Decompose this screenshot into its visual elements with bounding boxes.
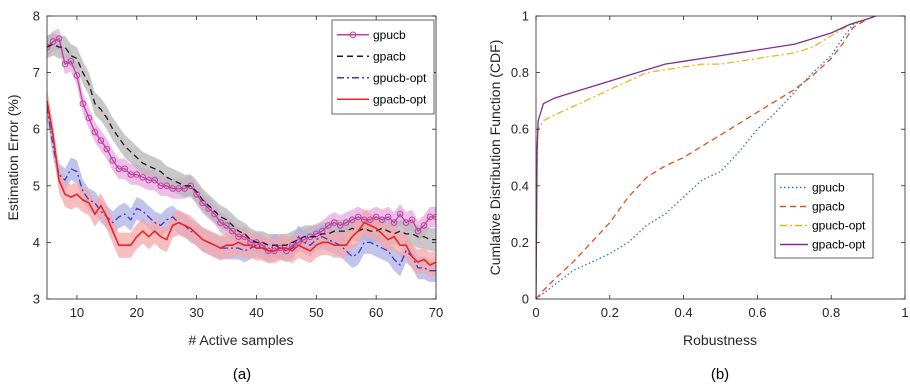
data-point-gpucb bbox=[366, 216, 374, 224]
data-point-gpucb bbox=[372, 213, 380, 221]
data-point-gpucb bbox=[97, 137, 105, 144]
x-tick-label: 1 bbox=[901, 305, 908, 320]
legend-label-gpucb: gpucb bbox=[373, 28, 406, 42]
data-point-gpucb bbox=[432, 213, 436, 221]
series-line-gpucb bbox=[536, 16, 876, 299]
x-tick-label: 0 bbox=[532, 305, 539, 320]
legend-box bbox=[331, 19, 435, 115]
series-line-gpucb-opt bbox=[47, 106, 436, 272]
series-line-gpacb-opt bbox=[536, 16, 876, 299]
data-point-gpucb bbox=[348, 216, 356, 224]
legend-label-gpucb-opt: gpucb-opt bbox=[812, 219, 866, 233]
y-axis-label: Estimation Error (%) bbox=[5, 94, 21, 220]
legend-label-gpucb-opt: gpucb-opt bbox=[373, 71, 427, 85]
series-line-gpacb-opt bbox=[47, 100, 436, 266]
series-line-gpacb bbox=[536, 16, 876, 299]
y-tick-label: 8 bbox=[33, 9, 40, 24]
data-point-gpucb bbox=[55, 35, 63, 42]
y-tick-label: 1 bbox=[522, 9, 529, 24]
legend-label-gpucb: gpucb bbox=[812, 181, 845, 195]
data-point-gpucb bbox=[354, 213, 362, 221]
x-axis-label: Robustness bbox=[683, 332, 757, 348]
confidence-band-gpacb-opt bbox=[47, 88, 436, 278]
axes-box bbox=[535, 15, 906, 300]
data-point-gpucb bbox=[384, 213, 392, 221]
legend: gpucb gpacb gpucb-opt gpacb-opt bbox=[331, 19, 435, 115]
chart-a: 10 20 30 40 50 60 70 3 4 5 6 7 8 # Active samples Esti… bbox=[5, 9, 443, 384]
data-point-gpucb bbox=[109, 157, 117, 164]
data-point-gpucb bbox=[336, 222, 344, 229]
x-tick-label: 0.8 bbox=[822, 305, 840, 320]
y-tick-label: 7 bbox=[33, 65, 40, 80]
x-axis-label: # Active samples bbox=[188, 332, 293, 348]
data-point-gpucb bbox=[223, 222, 230, 229]
x-tick-label: 0.2 bbox=[601, 305, 619, 320]
series-line-gpacb bbox=[47, 43, 436, 246]
x-tick-label: 70 bbox=[429, 305, 443, 320]
data-point-gpucb bbox=[342, 219, 350, 226]
legend: gpucb gpacb gpucb-opt gpacb-opt bbox=[774, 173, 874, 259]
data-point-gpucb bbox=[253, 239, 260, 246]
data-point-gpucb bbox=[133, 171, 141, 178]
legend-label-gpacb: gpacb bbox=[812, 200, 845, 214]
y-tick-label: 0.2 bbox=[511, 235, 529, 250]
y-axis-label: Cumlative Distribution Function (CDF) bbox=[487, 40, 503, 276]
x-tick-label: 60 bbox=[369, 305, 383, 320]
y-tick-label: 0.8 bbox=[511, 65, 529, 80]
data-point-gpucb bbox=[73, 72, 81, 79]
data-point-gpucb bbox=[103, 145, 111, 153]
x-tick-label: 20 bbox=[130, 305, 144, 320]
data-point-gpucb bbox=[79, 100, 87, 107]
x-tick-label: 0.4 bbox=[675, 305, 693, 320]
y-tick-label: 0.4 bbox=[511, 178, 529, 193]
data-point-gpucb bbox=[229, 227, 236, 235]
data-point-gpucb bbox=[61, 60, 69, 68]
data-point-gpucb bbox=[396, 210, 404, 218]
y-tick-label: 0.6 bbox=[511, 122, 529, 137]
data-point-gpucb bbox=[163, 182, 170, 190]
data-layer bbox=[47, 28, 436, 282]
legend-label-gpacb-opt: gpacb-opt bbox=[373, 92, 427, 106]
x-tick-label: 30 bbox=[189, 305, 203, 320]
data-point-gpucb bbox=[408, 216, 416, 224]
data-point-gpucb bbox=[217, 219, 224, 226]
x-tick-label: 0.6 bbox=[748, 305, 766, 320]
legend-label-gpacb-opt: gpacb-opt bbox=[812, 238, 866, 252]
data-point-gpucb bbox=[139, 174, 147, 181]
data-point-gpucb bbox=[402, 219, 410, 226]
data-point-gpucb bbox=[85, 114, 93, 122]
data-point-gpucb bbox=[151, 176, 158, 184]
data-point-gpucb bbox=[420, 222, 428, 229]
data-point-gpucb bbox=[390, 219, 398, 226]
data-point-gpucb bbox=[49, 38, 57, 45]
x-tick-label: 10 bbox=[70, 305, 84, 320]
y-tick-label: 6 bbox=[33, 122, 40, 137]
series-line-gpucb-opt bbox=[536, 16, 876, 299]
chart-b: 0 0.2 0.4 0.6 0.8 1 0 0.2 0.4 0.6 0.8 1 Robustness Cu… bbox=[487, 9, 909, 384]
data-point-gpucb bbox=[331, 219, 338, 226]
x-tick-label: 40 bbox=[249, 305, 263, 320]
figure-caption: (b) bbox=[711, 366, 729, 383]
data-layer bbox=[536, 16, 876, 299]
data-point-gpucb bbox=[121, 165, 129, 173]
y-tick-label: 3 bbox=[33, 292, 40, 307]
data-point-gpucb bbox=[181, 185, 188, 192]
y-tick-label: 5 bbox=[33, 178, 40, 193]
data-point-gpucb bbox=[325, 222, 332, 229]
legend-label-gpacb: gpacb bbox=[373, 49, 406, 63]
y-tick-label: 4 bbox=[33, 235, 40, 250]
data-point-gpucb bbox=[91, 128, 99, 136]
data-point-gpucb bbox=[67, 58, 75, 65]
x-tick-label: 50 bbox=[309, 305, 323, 320]
axes-box bbox=[46, 15, 437, 300]
legend-marker-gpucb bbox=[349, 31, 357, 39]
y-tick-label: 0 bbox=[522, 292, 529, 307]
data-point-gpucb bbox=[313, 230, 320, 238]
data-point-gpucb bbox=[414, 227, 422, 235]
data-point-gpucb bbox=[378, 216, 386, 224]
figure-caption: (a) bbox=[233, 366, 251, 383]
